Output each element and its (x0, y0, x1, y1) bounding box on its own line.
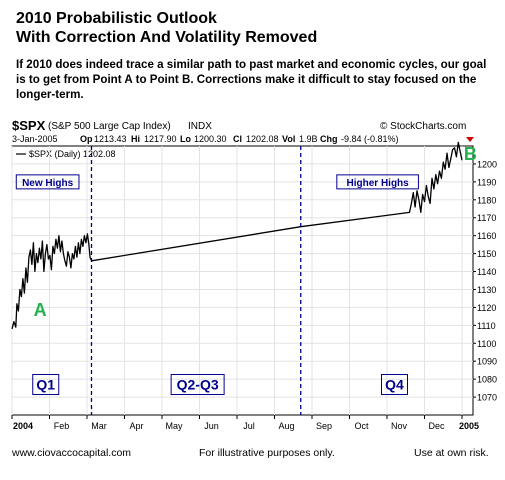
y-tick-label: 1100 (477, 339, 496, 349)
x-axis: 2004 Feb Mar Apr May Jun Jul Aug Sep Oct Nov Dec 200… (11, 415, 479, 431)
x-tick-label: 2005 (459, 421, 479, 431)
vol-label: Vol (282, 134, 295, 144)
q4-label: Q4 (385, 377, 404, 393)
symbol: $SPX (12, 118, 46, 133)
x-tick-label: Mar (91, 421, 107, 431)
x-tick-label: Aug (278, 421, 294, 431)
y-tick-label: 1170 (477, 213, 496, 223)
chg-value: -9.84 (-0.81%) (341, 134, 399, 144)
chart-title: 2010 Probabilistic Outlook With Correcti… (16, 9, 317, 47)
footer-center: For illustrative purposes only. (199, 447, 335, 459)
y-tick-label: 1180 (477, 195, 496, 205)
y-tick-label: 1070 (477, 393, 497, 403)
y-tick-label: 1140 (477, 267, 496, 277)
lo-value: 1200.30 (194, 134, 227, 144)
x-tick-label: Dec (428, 421, 445, 431)
point-a-label: A (34, 300, 47, 320)
chart-area: $SPX (S&P 500 Large Cap Index) INDX © St… (0, 117, 505, 437)
y-tick-label: 1130 (477, 285, 496, 295)
footer-left: www.ciovaccocapital.com (12, 447, 132, 459)
vol-value: 1.9B (299, 134, 318, 144)
x-tick-label: Nov (391, 421, 408, 431)
price-chart: $SPX (S&P 500 Large Cap Index) INDX © St… (11, 118, 497, 431)
x-tick-label: Apr (129, 421, 143, 431)
x-tick-label: 2004 (13, 421, 33, 431)
q2-q3-label: Q2-Q3 (177, 377, 219, 393)
q2-q3-label-box (170, 374, 225, 396)
y-tick-label: 1090 (477, 357, 497, 367)
x-tick-label: Jun (204, 421, 219, 431)
annotations: New Highs Higher Highs Q1 Q2-Q3 Q4 A B (15, 144, 477, 396)
y-axis: 1070 1080 1090 1100 1110 1120 1130 1140 1150 1160… (473, 159, 497, 403)
hi-label: Hi (131, 134, 140, 144)
x-tick-label: Feb (54, 421, 70, 431)
subtitle: If 2010 does indeed trace a similar path… (16, 58, 487, 101)
title-line-1: 2010 Probabilistic Outlook (16, 10, 217, 27)
op-label: Op (80, 134, 93, 144)
quote-date: 3-Jan-2005 (12, 134, 58, 144)
x-tick-label: Sep (316, 421, 332, 431)
x-tick-label: Oct (354, 421, 369, 431)
y-tick-label: 1150 (477, 249, 496, 259)
y-tick-label: 1160 (477, 231, 496, 241)
y-tick-label: 1190 (477, 177, 496, 187)
footer-right: Use at own risk. (414, 447, 489, 459)
higher-highs-label-box (336, 174, 419, 190)
y-tick-label: 1200 (477, 159, 497, 169)
title-line-2: With Correction And Volatility Removed (16, 29, 318, 46)
cl-value: 1202.08 (246, 134, 279, 144)
plot-frame (11, 145, 474, 416)
quarter-dividers (90, 146, 302, 415)
new-highs-label: New Highs (22, 178, 74, 189)
new-highs-label-box (15, 174, 80, 190)
y-tick-label: 1120 (477, 303, 496, 313)
x-tick-label: Jul (243, 421, 255, 431)
hi-value: 1217.90 (144, 134, 177, 144)
q1-label: Q1 (36, 377, 55, 393)
point-b-label: B (464, 144, 477, 164)
exchange: INDX (188, 121, 212, 132)
y-tick-label: 1110 (477, 321, 496, 331)
price-series (11, 141, 463, 330)
higher-highs-label: Higher Highs (347, 178, 410, 189)
op-value: 1213.43 (94, 134, 127, 144)
index-name: (S&P 500 Large Cap Index) (48, 121, 171, 132)
cl-label: Cl (233, 134, 242, 144)
credit: © StockCharts.com (380, 121, 466, 132)
chg-label: Chg (320, 134, 338, 144)
gridlines (11, 146, 473, 415)
q4-label-box (381, 374, 408, 396)
down-arrow-icon (466, 137, 474, 142)
q1-label-box (32, 374, 60, 396)
price-line (11, 141, 463, 330)
legend-label: $SPX (Daily) 1202.08 (29, 149, 116, 159)
x-tick-label: May (165, 421, 183, 431)
y-tick-label: 1080 (477, 375, 497, 385)
lo-label: Lo (180, 134, 191, 144)
